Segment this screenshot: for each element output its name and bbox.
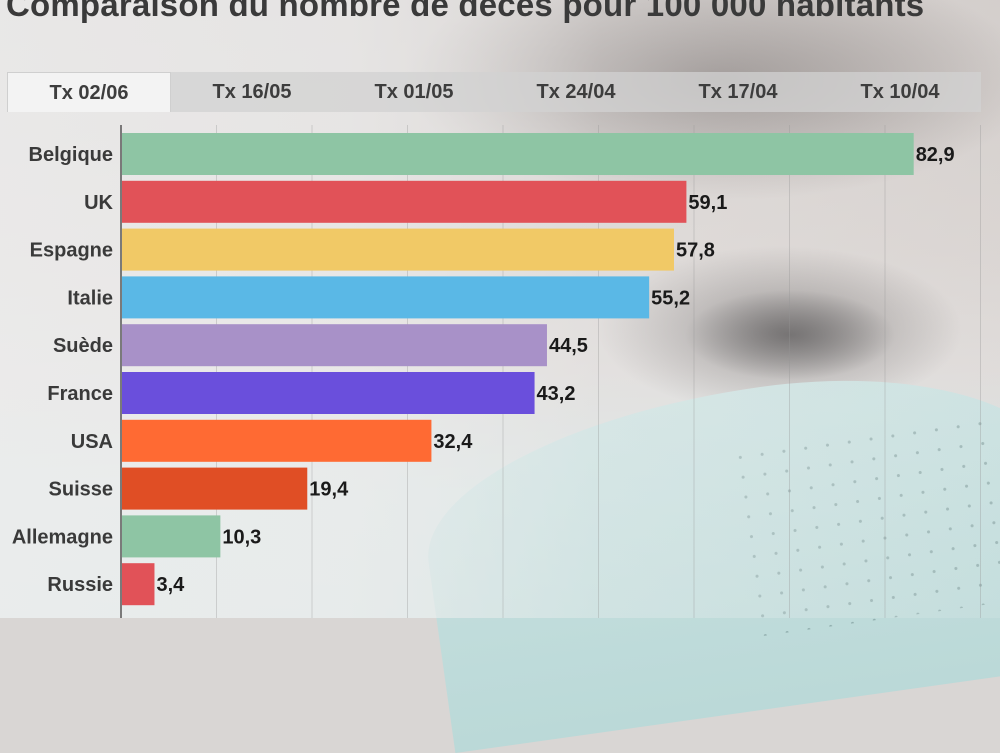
- bar-france: [122, 372, 535, 414]
- bar-italie: [122, 276, 650, 319]
- bar-chart: Belgique 82,9 UK 59,1 Espagne 57,8 Italie 55,2 S…: [12, 125, 981, 618]
- value-label: 55,2: [651, 287, 690, 309]
- value-label: 43,2: [537, 383, 576, 405]
- bar-espagne: [122, 228, 674, 271]
- chart-title: Comparaison du nombre de décès pour 100 …: [6, 0, 925, 23]
- value-label: 10,3: [222, 526, 261, 548]
- bar-uk: [122, 180, 687, 223]
- category-label: Belgique: [29, 144, 113, 166]
- bar-suède: [122, 324, 547, 367]
- value-label: 44,5: [549, 335, 588, 357]
- category-label: UK: [84, 192, 113, 214]
- category-label: Russie: [47, 574, 113, 596]
- tab-tx-10-04[interactable]: Tx 10/04: [860, 81, 940, 103]
- category-label: Italie: [67, 287, 113, 309]
- tab-tx-24-04[interactable]: Tx 24/04: [536, 81, 616, 103]
- bar-belgique: [122, 133, 914, 175]
- value-label: 59,1: [688, 192, 727, 214]
- tab-tx-02-06[interactable]: Tx 02/06: [7, 72, 171, 112]
- bar-usa: [122, 419, 432, 462]
- value-label: 3,4: [156, 574, 185, 596]
- value-label: 82,9: [916, 144, 955, 166]
- date-tabs: Tx 02/06 Tx 16/05 Tx 01/05 Tx 24/04 Tx 1…: [7, 72, 981, 112]
- value-label: 57,8: [676, 240, 715, 262]
- category-label: Allemagne: [12, 526, 113, 548]
- bar-russie: [122, 563, 155, 606]
- category-label: France: [47, 383, 113, 405]
- tab-tx-01-05[interactable]: Tx 01/05: [374, 81, 454, 103]
- bar-allemagne: [122, 515, 221, 558]
- tab-tx-17-04[interactable]: Tx 17/04: [698, 81, 778, 103]
- value-label: 32,4: [433, 431, 473, 453]
- category-label: Espagne: [30, 240, 113, 262]
- value-label: 19,4: [309, 479, 349, 501]
- category-label: USA: [71, 431, 113, 453]
- category-label: Suède: [53, 335, 113, 357]
- category-label: Suisse: [49, 479, 113, 501]
- tab-tx-16-05[interactable]: Tx 16/05: [212, 81, 292, 103]
- bar-suisse: [122, 467, 308, 510]
